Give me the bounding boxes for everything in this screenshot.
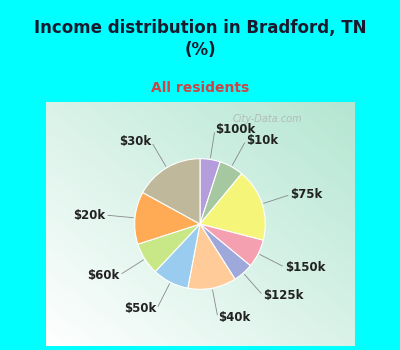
Wedge shape [200, 159, 220, 224]
Text: $75k: $75k [291, 188, 323, 201]
Wedge shape [188, 224, 235, 289]
Text: $40k: $40k [218, 311, 250, 324]
Text: $125k: $125k [263, 289, 303, 302]
Text: Income distribution in Bradford, TN
(%): Income distribution in Bradford, TN (%) [34, 19, 366, 59]
Wedge shape [200, 162, 242, 224]
Wedge shape [200, 174, 265, 240]
Wedge shape [138, 224, 200, 272]
Text: $100k: $100k [215, 124, 255, 136]
Text: $60k: $60k [87, 268, 120, 281]
Wedge shape [143, 159, 200, 224]
Text: City-Data.com: City-Data.com [233, 114, 303, 124]
Wedge shape [200, 224, 250, 279]
Text: $30k: $30k [119, 135, 152, 148]
Text: $10k: $10k [246, 134, 278, 147]
Wedge shape [135, 193, 200, 244]
Wedge shape [200, 224, 263, 266]
Text: All residents: All residents [151, 80, 249, 94]
Text: $50k: $50k [124, 302, 157, 315]
Text: $20k: $20k [73, 209, 105, 222]
Text: $150k: $150k [285, 261, 325, 274]
Wedge shape [155, 224, 200, 288]
